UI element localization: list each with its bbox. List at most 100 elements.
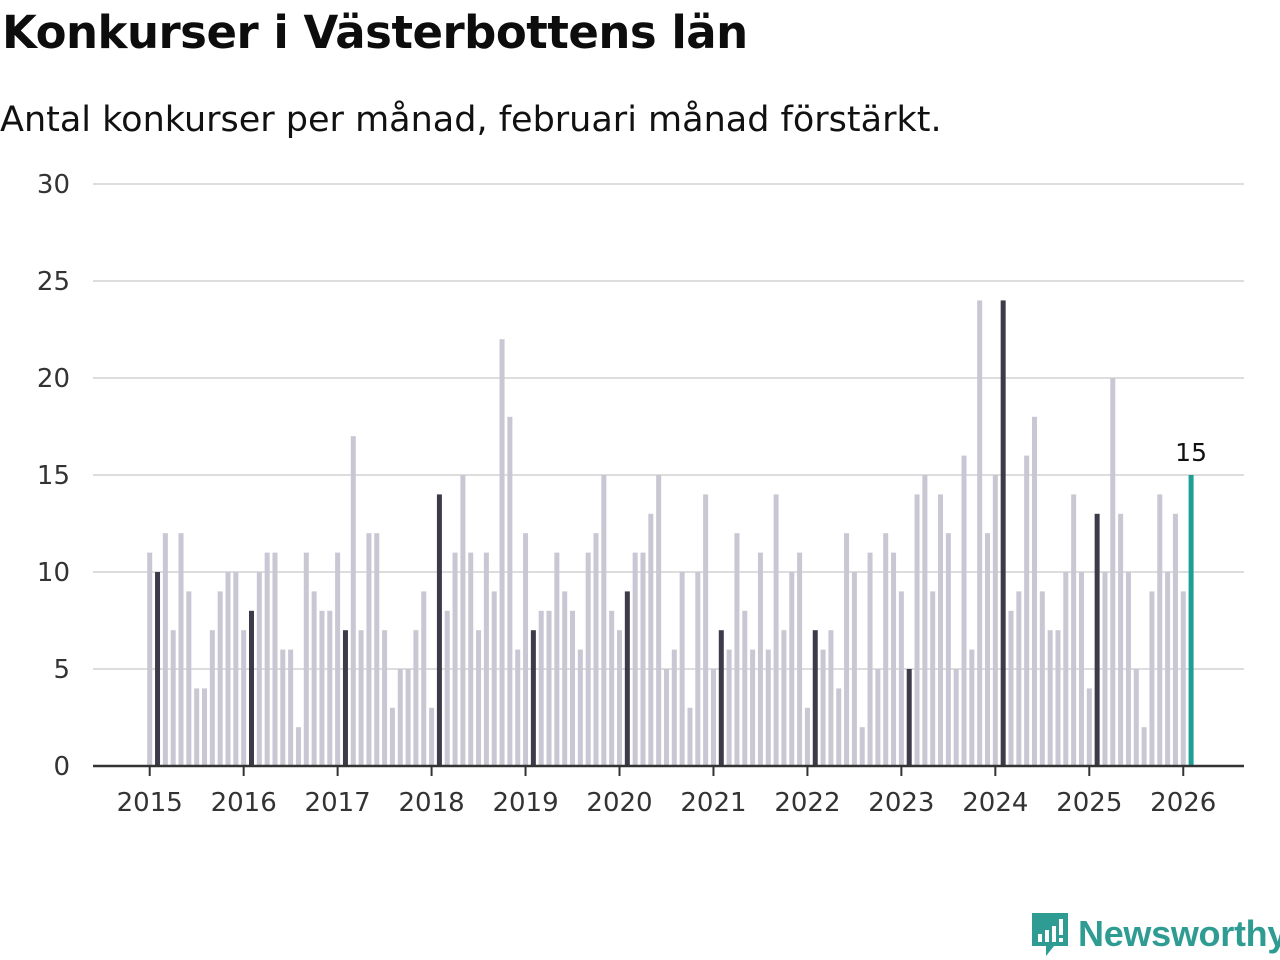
- bar: [1055, 630, 1061, 766]
- bar: [609, 610, 615, 766]
- bar: [781, 630, 787, 766]
- bar: [202, 688, 208, 766]
- y-tick-label: 30: [37, 170, 70, 200]
- bar: [804, 707, 810, 766]
- bar: [170, 630, 176, 766]
- bar: [209, 630, 215, 766]
- latest-bar: [1188, 475, 1194, 766]
- bar: [327, 610, 333, 766]
- bar: [695, 572, 701, 766]
- bar: [233, 572, 239, 766]
- bar: [397, 669, 403, 766]
- chart-subtitle: Antal konkurser per månad, februari måna…: [0, 100, 942, 140]
- bar: [554, 552, 560, 766]
- bar: [703, 494, 709, 766]
- bar: [491, 591, 497, 766]
- newsworthy-logo-icon: [1032, 913, 1068, 956]
- bar: [875, 669, 881, 766]
- bar: [742, 610, 748, 766]
- chart-title: Konkurser i Västerbottens län: [2, 6, 748, 59]
- bar: [476, 630, 482, 766]
- bar: [710, 669, 716, 766]
- bar: [311, 591, 317, 766]
- bar: [836, 688, 842, 766]
- x-tick-label: 2026: [1150, 788, 1216, 818]
- bar: [1094, 513, 1100, 766]
- brand-logo: Newsworthy: [1030, 910, 1280, 958]
- bar: [413, 630, 419, 766]
- bar: [295, 727, 301, 766]
- brand-name: Newsworthy: [1078, 913, 1280, 954]
- bar: [992, 475, 998, 766]
- bar: [1180, 591, 1186, 766]
- bar: [953, 669, 959, 766]
- bar: [162, 533, 168, 766]
- bar: [1016, 591, 1022, 766]
- x-tick-label: 2022: [774, 788, 840, 818]
- bar: [507, 416, 513, 766]
- bar: [867, 552, 873, 766]
- bar: [444, 610, 450, 766]
- bar: [617, 630, 622, 766]
- bar: [632, 552, 638, 766]
- x-tick-label: 2024: [962, 788, 1028, 818]
- bar: [538, 610, 544, 766]
- bar: [335, 552, 341, 766]
- x-tick-label: 2017: [305, 788, 371, 818]
- bar: [366, 533, 372, 766]
- bar: [851, 572, 857, 766]
- x-tick-label: 2021: [680, 788, 746, 818]
- bar: [687, 707, 693, 766]
- y-tick-label: 0: [53, 752, 70, 782]
- bar: [1157, 494, 1163, 766]
- bar: [734, 533, 740, 766]
- bar: [922, 475, 928, 766]
- bar: [601, 475, 607, 766]
- bar: [523, 533, 529, 766]
- x-tick-label: 2018: [398, 788, 464, 818]
- x-tick-label: 2015: [117, 788, 183, 818]
- bar: [663, 669, 669, 766]
- bar: [1008, 610, 1014, 766]
- bar: [1149, 591, 1155, 766]
- bar: [460, 475, 466, 766]
- y-tick-label: 15: [37, 461, 70, 491]
- bar: [272, 552, 278, 766]
- bar: [656, 475, 662, 766]
- bar: [319, 610, 325, 766]
- bar: [765, 649, 771, 766]
- bar: [585, 552, 591, 766]
- bar: [648, 513, 654, 766]
- bar: [382, 630, 388, 766]
- bar: [1086, 688, 1092, 766]
- bar: [1133, 669, 1139, 766]
- bar: [1071, 494, 1077, 766]
- bar: [429, 707, 435, 766]
- x-tick-label: 2025: [1056, 788, 1122, 818]
- bar: [546, 610, 552, 766]
- bar: [726, 649, 732, 766]
- bar: [389, 707, 395, 766]
- bar: [1000, 300, 1006, 766]
- bar: [515, 649, 521, 766]
- bar: [750, 649, 756, 766]
- bar: [859, 727, 865, 766]
- bar: [280, 649, 286, 766]
- bar: [1063, 572, 1069, 766]
- bar: [624, 591, 630, 766]
- x-tick-label: 2016: [211, 788, 277, 818]
- bar: [499, 339, 505, 766]
- x-tick-label: 2020: [586, 788, 652, 818]
- bar: [452, 552, 458, 766]
- bar: [938, 494, 944, 766]
- bar: [562, 591, 568, 766]
- bar: [828, 630, 834, 766]
- bar: [530, 630, 536, 766]
- bar: [405, 669, 411, 766]
- bar: [930, 591, 936, 766]
- x-tick-label: 2023: [868, 788, 934, 818]
- bar: [898, 591, 904, 766]
- bar: [1024, 455, 1030, 766]
- bar: [577, 649, 583, 766]
- latest-value-label: 15: [1175, 438, 1207, 467]
